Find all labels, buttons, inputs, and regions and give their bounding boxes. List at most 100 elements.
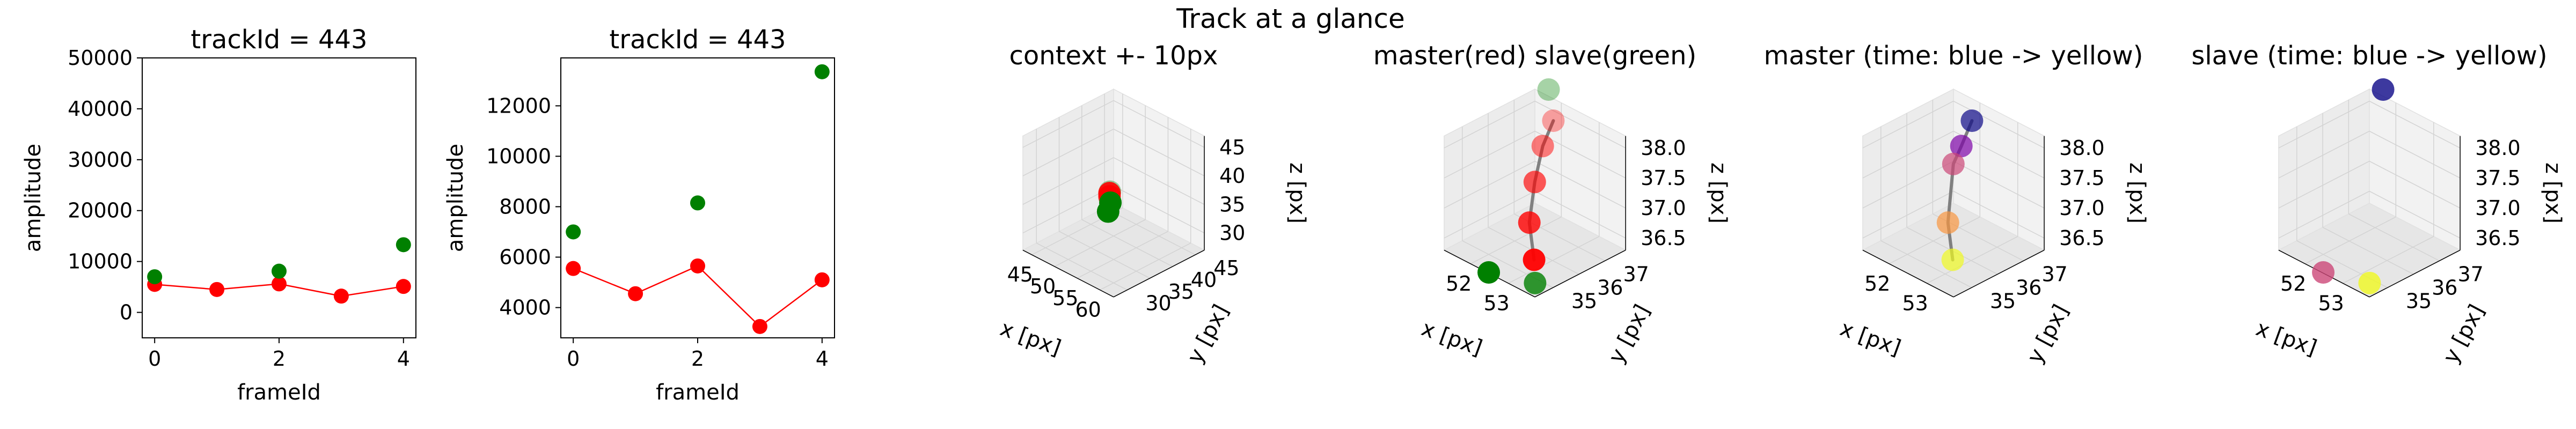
data-point: [628, 286, 643, 301]
y-tick-label: 36: [2432, 276, 2457, 299]
data-point: [272, 276, 287, 292]
grid-line: [1444, 160, 1535, 209]
z-axis-label: z [px]: [1285, 162, 1309, 224]
master-point: [1936, 211, 1959, 234]
z-axis-label: z [px]: [1706, 162, 1731, 224]
y-tick-label: 40: [1191, 268, 1217, 292]
data-point: [752, 319, 767, 334]
figure-suptitle: Track at a glance: [1176, 3, 1405, 34]
grid-line: [1470, 216, 1562, 264]
grid-line: [1444, 100, 1535, 149]
x-axis-label: x [px]: [1418, 316, 1485, 360]
x-tick-label: 0: [148, 347, 161, 371]
x-tick-label: 4: [816, 347, 829, 371]
grid-line: [2348, 213, 2440, 262]
slave-point: [1477, 261, 1501, 284]
amplitude-panel-2: trackId = 443 0 2 4 4000 6000 8000 10000 12000 fr…: [443, 25, 835, 405]
data-point: [147, 269, 163, 285]
x-tick-label: 0: [567, 347, 580, 371]
x-tick-label: 4: [397, 347, 410, 371]
slave-point: [1537, 78, 1560, 101]
panel-title: master (time: blue -> yellow): [1764, 41, 2143, 71]
z-axis-label: z [px]: [2541, 162, 2565, 224]
z-tick-label: 36.5: [2475, 226, 2521, 250]
grid-line: [2369, 160, 2461, 209]
z-tick-label: 37.5: [2059, 166, 2105, 190]
z-tick-label: 30: [1219, 221, 1245, 245]
grid-line: [1862, 190, 1954, 239]
grid-line: [1508, 236, 1600, 284]
y-axis-label: amplitude: [443, 144, 468, 252]
series-line: [573, 265, 823, 328]
z-tick-label: 37.0: [1641, 196, 1686, 220]
data-point: [1096, 200, 1119, 223]
grid-line: [1100, 242, 1191, 291]
z-tick-label: 37.5: [2475, 166, 2521, 190]
grid-line: [1022, 100, 1114, 148]
master-point: [1531, 135, 1554, 158]
x-tick-label: 53: [2318, 291, 2344, 315]
y-tick-label: 35: [1571, 289, 1597, 313]
grid-line: [1022, 129, 1114, 176]
grid-line: [1862, 100, 1954, 149]
grid-line: [1953, 190, 2045, 239]
master-point: [1518, 211, 1541, 234]
y-tick-label: 10000: [68, 250, 133, 273]
amplitude-panel-1: trackId = 443 0 2 4 0 10000 20000 30000 40000 500…: [21, 25, 416, 405]
z-tick-label: 37.5: [1641, 166, 1686, 190]
y-tick-label: 20000: [68, 199, 133, 223]
grid-line: [2304, 216, 2396, 264]
axis-line: [1113, 249, 1205, 298]
y-tick-label: 36: [1597, 276, 1623, 299]
x-tick-label: 53: [1483, 291, 1509, 315]
master-point: [1523, 171, 1546, 194]
y-tick-label: 50000: [68, 46, 133, 70]
grid-line: [2369, 130, 2461, 179]
y-axis-label: y [px]: [1604, 300, 1655, 367]
grid-line: [1113, 100, 1205, 148]
grid-line: [1534, 100, 1626, 149]
master-point: [1523, 248, 1546, 271]
y-tick-label: 36: [2016, 276, 2041, 299]
grid-line: [2322, 227, 2414, 275]
y-axis-label: y [px]: [1182, 300, 1233, 367]
y-axis-label: amplitude: [21, 144, 46, 252]
data-point: [690, 195, 705, 211]
x-tick-label: 50: [1030, 275, 1056, 298]
y-axis-label: y [px]: [2022, 300, 2073, 367]
z-axis-label: z [px]: [2125, 162, 2149, 224]
grid-line: [1113, 129, 1205, 176]
y-tick-label: 12000: [486, 94, 551, 117]
data-point: [396, 237, 411, 253]
y-tick-label: 30000: [68, 148, 133, 172]
data-point: [814, 64, 830, 79]
grid-line: [1113, 157, 1205, 205]
grid-line: [1036, 242, 1128, 291]
grid-line: [1059, 231, 1150, 279]
data-point: [566, 261, 581, 276]
master-point: [1542, 109, 1565, 132]
y-tick-label: 10000: [486, 144, 551, 168]
y-tick-label: 45: [1213, 256, 1239, 280]
x-tick-label: 45: [1007, 263, 1033, 286]
panel-title: slave (time: blue -> yellow): [2191, 41, 2547, 71]
x-axis-label: frameId: [656, 380, 740, 405]
grid-line: [1444, 130, 1535, 179]
axis-line: [2369, 249, 2461, 298]
y-tick-label: 6000: [499, 246, 551, 269]
master-point: [1960, 109, 1984, 132]
x-tick-label: 2: [691, 347, 704, 371]
z-tick-label: 37.0: [2059, 196, 2105, 220]
grid-line: [1889, 216, 1980, 264]
plot-frame: [142, 57, 416, 338]
data-point: [566, 224, 581, 240]
x-axis-label: x [px]: [997, 316, 1064, 360]
panel-title: master(red) slave(green): [1373, 41, 1696, 71]
x-tick-label: 52: [1864, 272, 1890, 295]
panel-title: context +- 10px: [1009, 41, 1218, 71]
slave-point: [2312, 261, 2335, 284]
y-tick-label: 35: [2406, 289, 2432, 313]
